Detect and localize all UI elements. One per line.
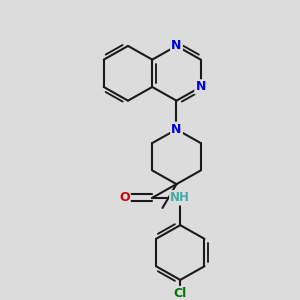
Text: O: O	[119, 191, 130, 204]
Text: N: N	[171, 39, 182, 52]
Text: NH: NH	[170, 191, 190, 204]
Text: Cl: Cl	[174, 287, 187, 300]
Text: N: N	[196, 80, 206, 94]
Text: N: N	[171, 123, 182, 136]
